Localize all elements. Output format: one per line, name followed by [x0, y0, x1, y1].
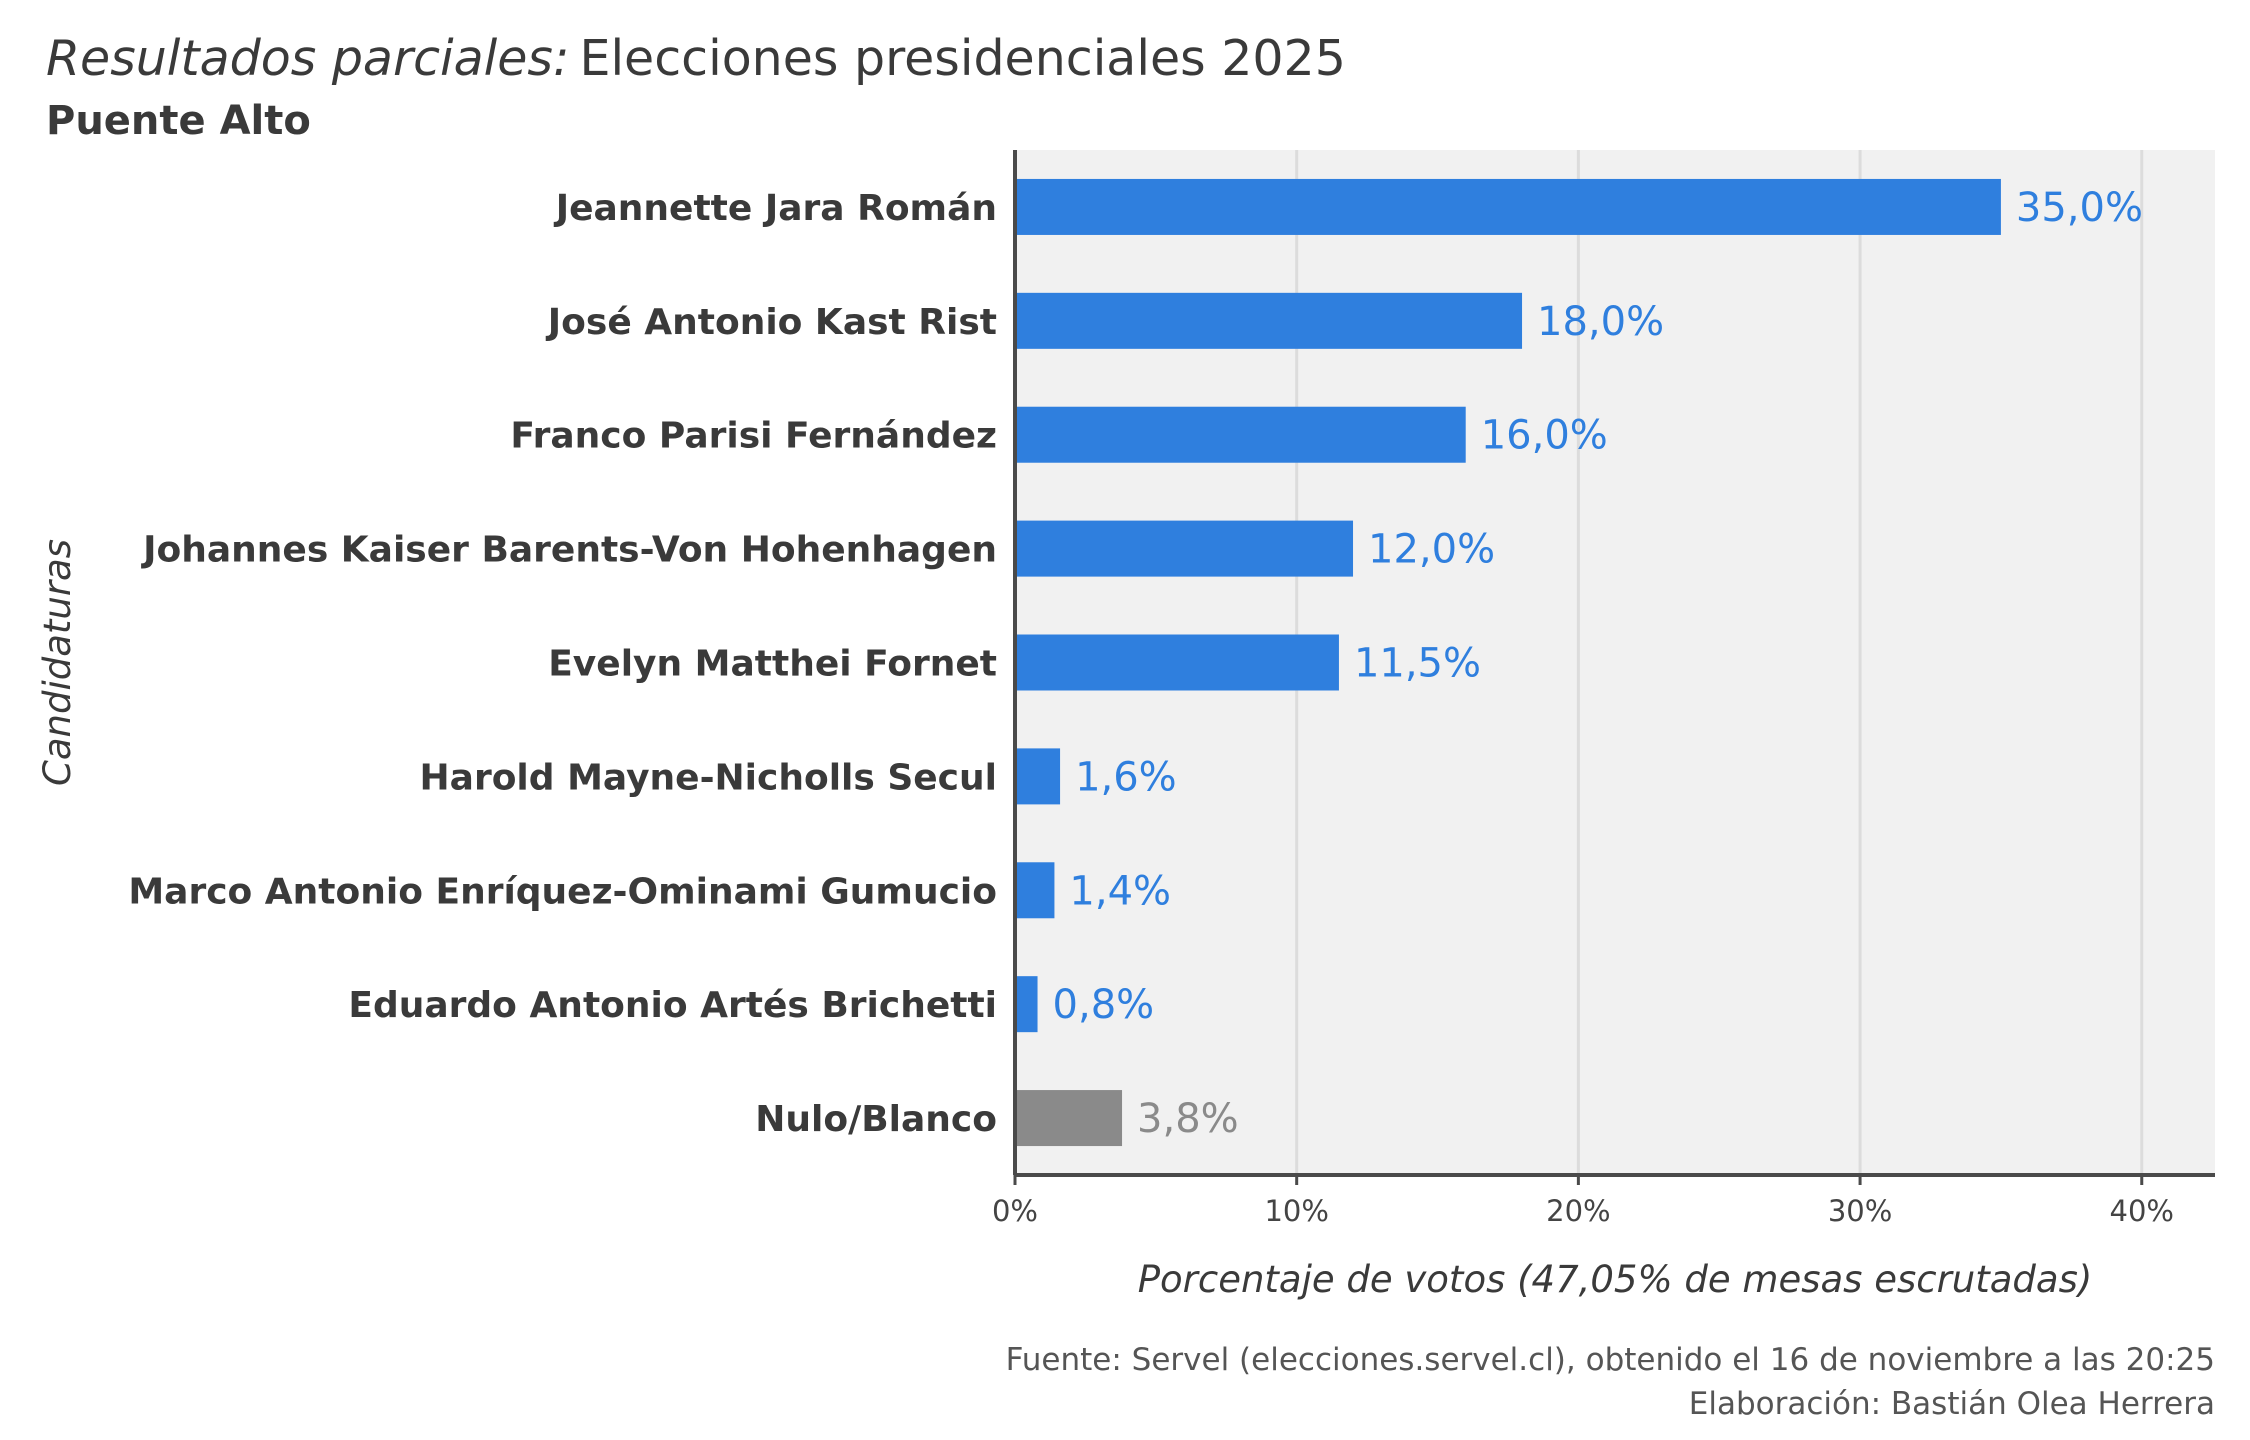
bar-candidate [1015, 406, 1466, 463]
x-tick-label: 30% [1828, 1194, 1892, 1228]
chart-title: Resultados parciales: Elecciones presiden… [46, 30, 1346, 89]
bar-candidate [1015, 862, 1055, 919]
author-caption: Elaboración: Bastián Olea Herrera [1688, 1386, 2215, 1422]
value-label: 12,0% [1368, 527, 1495, 573]
bar-candidate [1015, 976, 1038, 1033]
y-axis-title: Candidaturas [36, 539, 79, 786]
value-label: 18,0% [1537, 299, 1664, 345]
category-label: Jeannette Jara Román [553, 188, 997, 229]
category-label: Harold Mayne-Nicholls Secul [420, 757, 997, 798]
bar-candidate [1015, 634, 1339, 691]
category-label: Nulo/Blanco [755, 1099, 997, 1140]
source-caption: Fuente: Servel (elecciones.servel.cl), o… [1005, 1342, 2215, 1378]
value-label: 0,8% [1053, 982, 1155, 1028]
title-italic-part: Resultados parciales: [46, 30, 570, 87]
category-label: Eduardo Antonio Artés Brichetti [348, 985, 997, 1026]
chart-subtitle: Puente Alto [46, 98, 311, 144]
title-main-part: Elecciones presidenciales 2025 [579, 30, 1346, 87]
bar-candidate [1015, 748, 1061, 805]
category-label: Evelyn Matthei Fornet [548, 644, 997, 685]
category-label: Franco Parisi Fernández [510, 416, 997, 457]
bar-candidate [1015, 178, 2001, 235]
x-axis-title: Porcentaje de votos (47,05% de mesas esc… [1138, 1258, 2093, 1301]
value-label: 3,8% [1137, 1096, 1239, 1142]
category-label: José Antonio Kast Rist [545, 302, 997, 343]
bars [1015, 178, 2001, 1147]
category-label: Marco Antonio Enríquez-Ominami Gumucio [128, 871, 997, 912]
bar-nulo-blanco [1015, 1090, 1123, 1147]
category-labels: Jeannette Jara Román José Antonio Kast Ri… [128, 188, 997, 1140]
bar-candidate [1015, 520, 1354, 577]
category-label: Johannes Kaiser Barents-Von Hohenhagen [140, 530, 997, 571]
x-tick-label: 10% [1264, 1194, 1328, 1228]
value-label: 16,0% [1481, 413, 1608, 459]
x-tick-label: 20% [1546, 1194, 1610, 1228]
value-labels: 35,0% 18,0% 16,0% 12,0% 11,5% 1,6% 1,4% 0,8% 3,8… [1053, 185, 2143, 1142]
x-tick-label: 40% [2110, 1194, 2174, 1228]
value-label: 11,5% [1354, 641, 1481, 687]
x-tick-label: 0% [992, 1194, 1038, 1228]
bar-candidate [1015, 292, 1523, 349]
value-label: 1,4% [1069, 868, 1171, 914]
value-label: 35,0% [2016, 185, 2143, 231]
value-label: 1,6% [1075, 754, 1177, 800]
x-axis-ticks: 0% 10% 20% 30% 40% [992, 1175, 2174, 1228]
